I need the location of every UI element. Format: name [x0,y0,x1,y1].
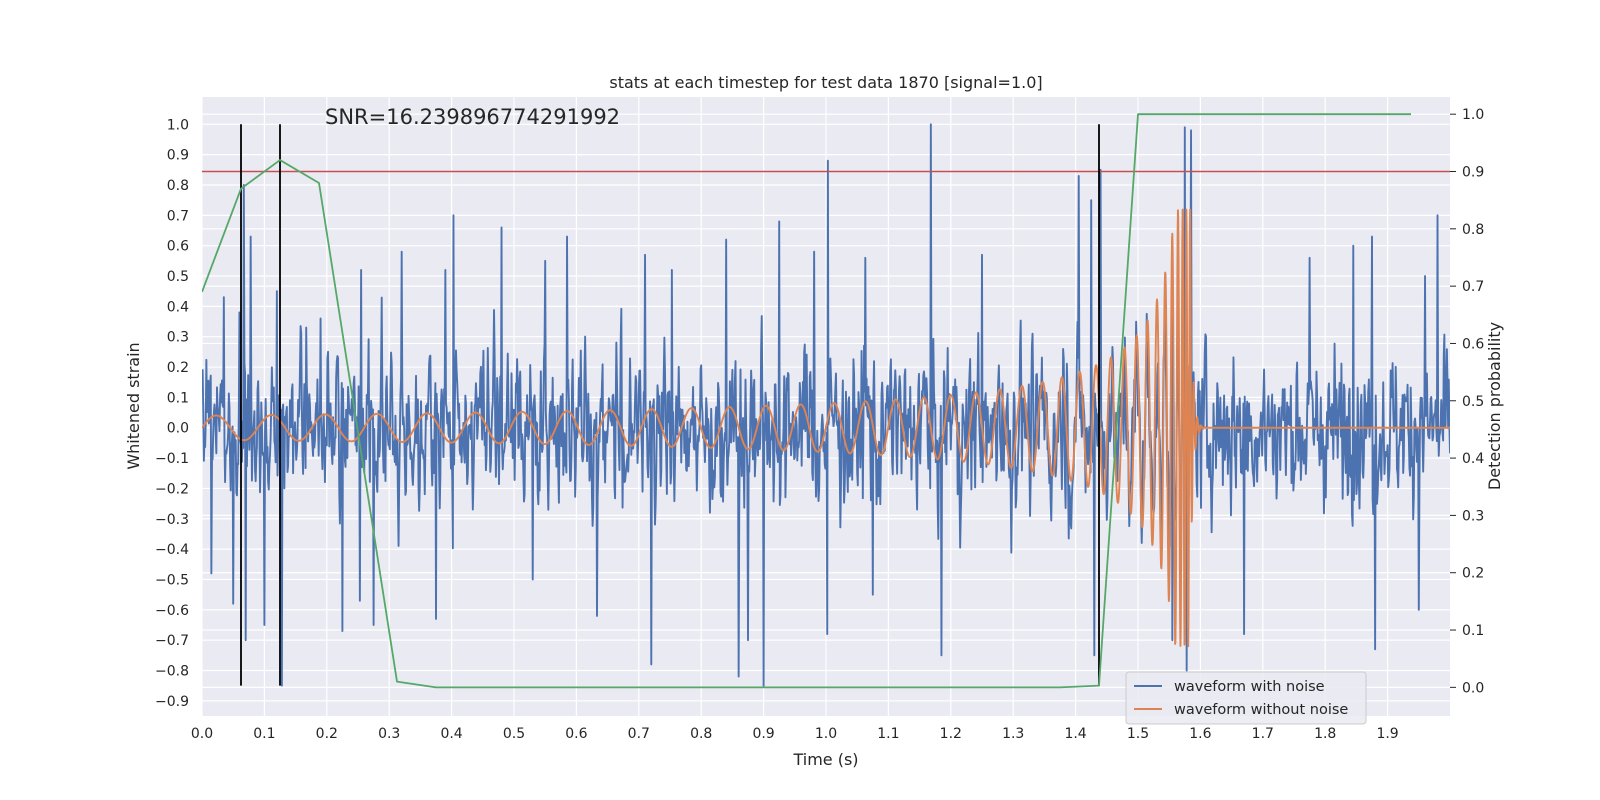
y-tick-label: 0.9 [167,148,189,164]
x-tick-label: 0.6 [565,726,587,742]
y2-tick-label: 0.0 [1462,680,1484,696]
y-tick-label: 0.2 [167,360,189,376]
y2-tick-label: 0.1 [1462,623,1484,639]
plot-area [202,113,1450,689]
y-tick-label: 0.3 [167,330,189,346]
y-tick-label: −0.4 [155,542,189,558]
x-tick-label: 1.6 [1189,726,1211,742]
x-tick-label: 0.3 [378,726,400,742]
y2-tick-label: 0.4 [1462,451,1484,467]
y-tick-label: −0.1 [155,451,189,467]
x-tick-label: 0.5 [503,726,525,742]
y-tick-label: 0.5 [167,269,189,285]
y-tick-label: 0.6 [167,239,189,255]
series-waveform-without-noise [202,208,1450,648]
x-tick-label: 1.4 [1064,726,1086,742]
y2-axis-label: Detection probability [1485,322,1504,490]
y-tick-label: 0.7 [167,208,189,224]
x-tick-label: 0.0 [191,726,213,742]
y-tick-label: 1.0 [167,117,189,133]
vertical-markers [240,124,1100,686]
y2-tick-label: 0.2 [1462,566,1484,582]
y2-tick-label: 1.0 [1462,107,1484,123]
x-tick-label: 0.1 [253,726,275,742]
y-tick-label: −0.7 [155,633,189,649]
y2-tick-label: 0.3 [1462,508,1484,524]
x-tick-label: 1.8 [1314,726,1336,742]
y2-tick-label: 0.6 [1462,336,1484,352]
legend: waveform with noise waveform without noi… [1125,671,1367,725]
y-tick-label: 0.1 [167,390,189,406]
snr-annotation: SNR=16.239896774291992 [325,105,620,129]
y2-axis-ticks: 0.0 0.1 0.2 0.3 0.4 0.5 0.6 0.7 0.8 0.9 1.0 [1450,107,1484,696]
x-tick-label: 0.9 [752,726,774,742]
x-tick-label: 1.1 [877,726,899,742]
x-tick-label: 1.7 [1252,726,1274,742]
x-tick-label: 1.9 [1376,726,1398,742]
y-tick-label: −0.8 [155,663,189,679]
x-tick-label: 0.8 [690,726,712,742]
legend-label-noisy: waveform with noise [1174,679,1325,695]
x-tick-label: 0.4 [440,726,462,742]
y2-tick-label: 0.5 [1462,394,1484,410]
series-detection-probability [202,113,1411,689]
y-tick-label: 0.8 [167,178,189,194]
y-tick-label: 0.4 [167,299,189,315]
y-tick-label: −0.2 [155,481,189,497]
chart-title: stats at each timestep for test data 187… [609,73,1042,92]
legend-box [1125,671,1367,725]
x-tick-label: 0.7 [628,726,650,742]
x-tick-label: 1.3 [1002,726,1024,742]
y-tick-label: 0.0 [167,421,189,437]
y2-tick-label: 0.9 [1462,165,1484,181]
series-waveform-with-noise [202,123,1450,687]
x-tick-label: 0.2 [316,726,338,742]
y-tick-label: −0.3 [155,512,189,528]
x-tick-label: 1.5 [1127,726,1149,742]
x-tick-label: 1.2 [940,726,962,742]
x-axis-label: Time (s) [792,750,858,769]
y-axis-label: Whitened strain [124,342,143,469]
x-tick-label: 1.0 [815,726,837,742]
x-axis-ticks: 0.0 0.1 0.2 0.3 0.4 0.5 0.6 0.7 0.8 0.9 1.0 1.1 1.2 1… [191,726,1399,742]
y-axis-ticks: −0.9 −0.8 −0.7 −0.6 −0.5 −0.4 −0.3 −0.2 −0.1 0.0 0… [155,117,189,710]
y-tick-label: −0.6 [155,603,189,619]
y-tick-label: −0.5 [155,572,189,588]
y-tick-label: −0.9 [155,694,189,710]
y2-tick-label: 0.8 [1462,222,1484,238]
legend-label-clean: waveform without noise [1174,702,1348,718]
y2-tick-label: 0.7 [1462,279,1484,295]
